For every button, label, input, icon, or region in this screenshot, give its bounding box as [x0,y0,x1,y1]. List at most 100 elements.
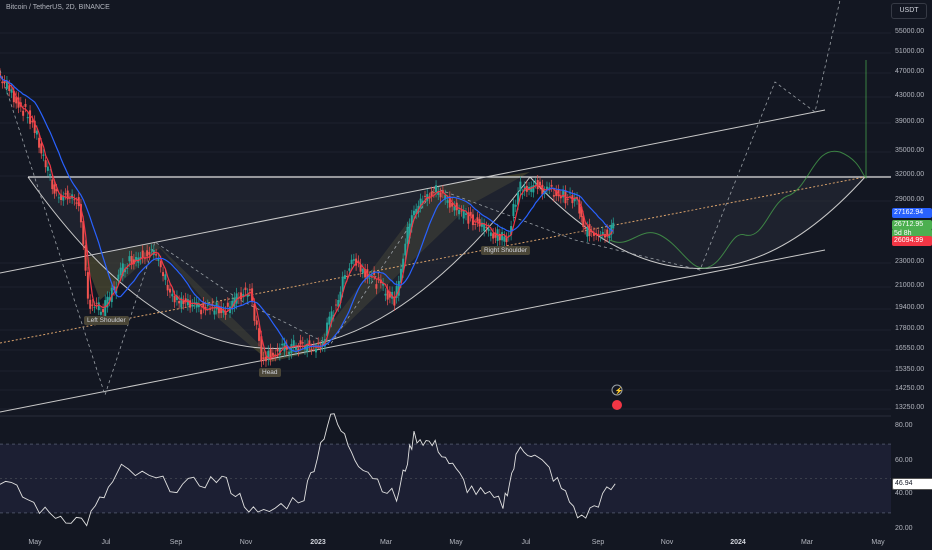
candle-body [157,258,160,261]
candle-body [402,258,405,273]
candle-body [458,209,461,215]
candle-body [355,258,358,266]
candle-body [492,233,495,239]
candle-body [476,217,479,222]
price-tick-label: 51000.00 [895,48,925,55]
price-axis[interactable]: 55000.00 51000.00 47000.00 43000.00 39000.00… [891,0,932,550]
candle-body [451,202,454,207]
lightning-icon [611,384,623,396]
candle-body [130,255,133,265]
candle-body [532,185,535,193]
candle-body [503,236,506,242]
candle-body [148,252,151,255]
candle-body [244,287,247,291]
price-tick-label: 35000.00 [895,147,925,154]
candle-body [12,91,15,103]
candle-body [180,297,183,308]
candle-body [514,204,517,207]
head-label: Head [259,368,281,377]
cup-curve-left [27,176,531,349]
candle-body [46,166,49,171]
currency-button[interactable]: USDT [891,3,927,19]
candle-body [253,303,256,321]
candle-body [33,120,36,133]
candle-body [474,224,477,225]
candle-body [370,275,373,277]
candle-body [608,233,611,239]
candle-body [124,269,127,273]
price-tag: 27162.94 [892,208,932,218]
candle-body [410,215,413,228]
rsi-tick-label: 20.00 [895,525,913,532]
candle-body [393,296,396,306]
candle-body [346,276,349,277]
price-tick-label: 39000.00 [895,118,925,125]
rsi-value-tag: 46.94 [892,478,932,490]
channel-upper [0,109,826,274]
candle-body [86,272,89,299]
candle-body [586,226,589,237]
candle-body [424,195,427,197]
candle-body [352,259,355,261]
candle-body [191,304,194,307]
candle-body [308,340,311,346]
time-tick-label: Jul [101,539,111,546]
candle-body [361,268,364,273]
candle-body [182,300,185,304]
price-tick-label: 43000.00 [895,92,925,99]
price-tick-label: 32000.00 [895,171,925,178]
candle-body [40,143,43,154]
candle-body [248,289,251,291]
candle-body [267,350,270,360]
candle-body [487,228,490,232]
rsi-tick-label: 40.00 [895,490,913,497]
candle-body [348,268,351,271]
right-shoulder-label: Right Shoulder [481,246,530,255]
candle-body [242,294,245,298]
candle-body [578,200,581,214]
candle-body [288,351,291,355]
price-tick-label: 29000.00 [895,196,925,203]
candle-body [89,299,92,309]
candle-body [135,257,138,262]
price-tick-label: 55000.00 [895,28,925,35]
candle-body [430,191,433,197]
candle-body [501,232,504,241]
price-tick-label: 16550.00 [895,345,925,352]
candle-body [597,234,600,237]
candle-body [49,174,52,176]
candle-body [51,179,54,190]
candle-body [184,298,187,303]
candle-body [444,194,447,200]
price-tick-label: 17800.00 [895,325,925,332]
candle-body [126,268,129,269]
candle-body [99,311,102,315]
candle-body [141,250,144,259]
candle-body [437,191,440,195]
candle-body [292,340,295,347]
candle-body [364,269,367,278]
candle-body [415,208,418,214]
candle-body [421,200,424,204]
candle-body [350,259,353,264]
candle-body [271,352,274,356]
candle-body [599,236,602,237]
cup-curve-right [529,176,866,269]
candle-body [528,186,531,191]
candle-body [512,203,515,217]
candle-body [75,202,78,204]
candle-body [550,184,553,187]
candle-body [297,348,300,351]
candle-body [204,306,207,311]
candle-body [404,243,407,256]
candle-body [285,345,288,350]
candle-body [419,198,422,208]
time-tick-label: May [28,539,42,546]
candle-body [132,259,135,265]
candle-body [541,184,544,195]
candle-body [26,117,29,119]
candle-body [209,308,212,310]
price-tick-label: 21000.00 [895,282,925,289]
candle-body [521,193,524,195]
